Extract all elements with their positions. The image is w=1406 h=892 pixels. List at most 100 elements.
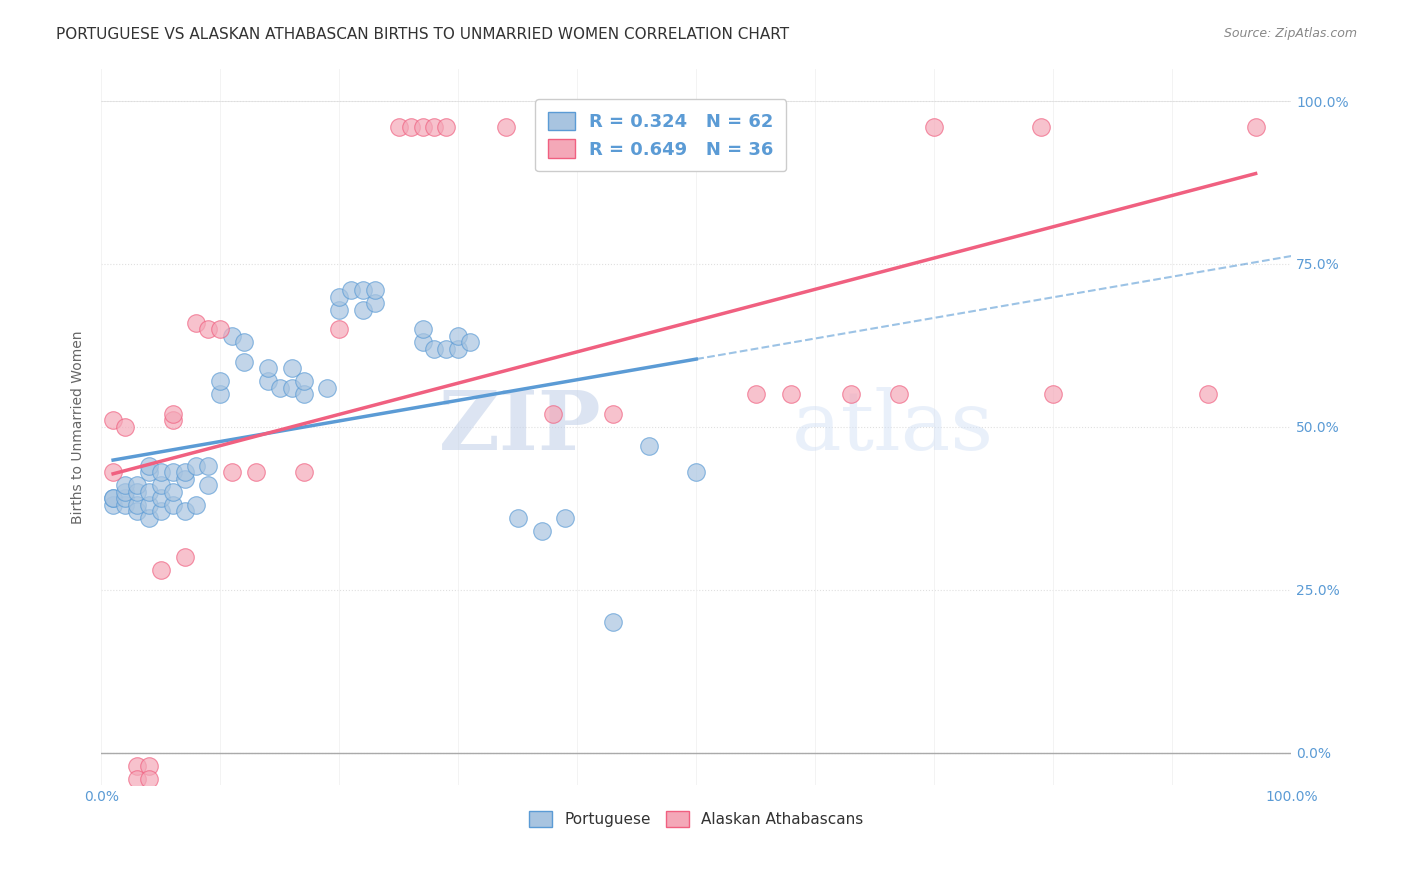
Point	[434, 120, 457, 135]
Point	[173, 472, 195, 486]
Text: atlas: atlas	[792, 387, 994, 467]
Legend: Portuguese, Alaskan Athabascans: Portuguese, Alaskan Athabascans	[522, 804, 872, 835]
Point	[149, 478, 172, 492]
Point	[186, 458, 208, 473]
Point	[162, 466, 184, 480]
Point	[543, 407, 565, 421]
Point	[173, 550, 195, 565]
Point	[162, 485, 184, 500]
Point	[233, 335, 256, 350]
Point	[125, 758, 148, 772]
Point	[209, 374, 232, 388]
Point	[173, 504, 195, 518]
Point	[233, 354, 256, 368]
Point	[114, 498, 136, 512]
Point	[423, 342, 446, 356]
Point	[340, 283, 363, 297]
Point	[388, 120, 411, 135]
Point	[924, 120, 946, 135]
Point	[149, 504, 172, 518]
Point	[352, 302, 374, 317]
Point	[447, 342, 470, 356]
Point	[1042, 387, 1064, 401]
Point	[138, 758, 160, 772]
Point	[138, 511, 160, 525]
Point	[280, 361, 302, 376]
Point	[221, 466, 243, 480]
Point	[839, 387, 862, 401]
Point	[245, 466, 267, 480]
Point	[780, 387, 803, 401]
Point	[292, 387, 315, 401]
Point	[162, 498, 184, 512]
Point	[149, 491, 172, 506]
Point	[458, 335, 481, 350]
Point	[685, 466, 707, 480]
Point	[364, 296, 387, 310]
Point	[316, 381, 339, 395]
Point	[125, 772, 148, 786]
Point	[101, 491, 124, 506]
Point	[412, 120, 434, 135]
Point	[101, 498, 124, 512]
Point	[280, 381, 302, 395]
Point	[495, 120, 517, 135]
Point	[138, 458, 160, 473]
Point	[149, 563, 172, 577]
Point	[364, 283, 387, 297]
Point	[114, 491, 136, 506]
Point	[186, 316, 208, 330]
Point	[1031, 120, 1053, 135]
Point	[423, 120, 446, 135]
Point	[138, 466, 160, 480]
Point	[292, 374, 315, 388]
Point	[887, 387, 910, 401]
Point	[328, 322, 350, 336]
Point	[256, 374, 278, 388]
Point	[173, 466, 195, 480]
Point	[101, 466, 124, 480]
Point	[138, 498, 160, 512]
Point	[530, 524, 553, 538]
Point	[328, 302, 350, 317]
Point	[221, 328, 243, 343]
Point	[138, 772, 160, 786]
Point	[125, 478, 148, 492]
Point	[162, 413, 184, 427]
Point	[101, 413, 124, 427]
Point	[186, 498, 208, 512]
Point	[554, 511, 576, 525]
Point	[447, 328, 470, 343]
Point	[197, 478, 219, 492]
Y-axis label: Births to Unmarried Women: Births to Unmarried Women	[72, 330, 86, 524]
Point	[399, 120, 422, 135]
Point	[412, 322, 434, 336]
Point	[197, 458, 219, 473]
Point	[352, 283, 374, 297]
Point	[197, 322, 219, 336]
Point	[114, 478, 136, 492]
Point	[292, 466, 315, 480]
Point	[101, 491, 124, 506]
Point	[256, 361, 278, 376]
Point	[269, 381, 291, 395]
Point	[138, 485, 160, 500]
Text: PORTUGUESE VS ALASKAN ATHABASCAN BIRTHS TO UNMARRIED WOMEN CORRELATION CHART: PORTUGUESE VS ALASKAN ATHABASCAN BIRTHS …	[56, 27, 789, 42]
Point	[602, 407, 624, 421]
Point	[162, 407, 184, 421]
Point	[209, 387, 232, 401]
Point	[125, 504, 148, 518]
Point	[602, 615, 624, 630]
Point	[745, 387, 768, 401]
Point	[637, 439, 659, 453]
Point	[1197, 387, 1219, 401]
Text: Source: ZipAtlas.com: Source: ZipAtlas.com	[1223, 27, 1357, 40]
Point	[434, 342, 457, 356]
Point	[125, 485, 148, 500]
Text: ZIP: ZIP	[439, 387, 600, 467]
Point	[328, 289, 350, 303]
Point	[149, 466, 172, 480]
Point	[506, 511, 529, 525]
Point	[114, 485, 136, 500]
Point	[1244, 120, 1267, 135]
